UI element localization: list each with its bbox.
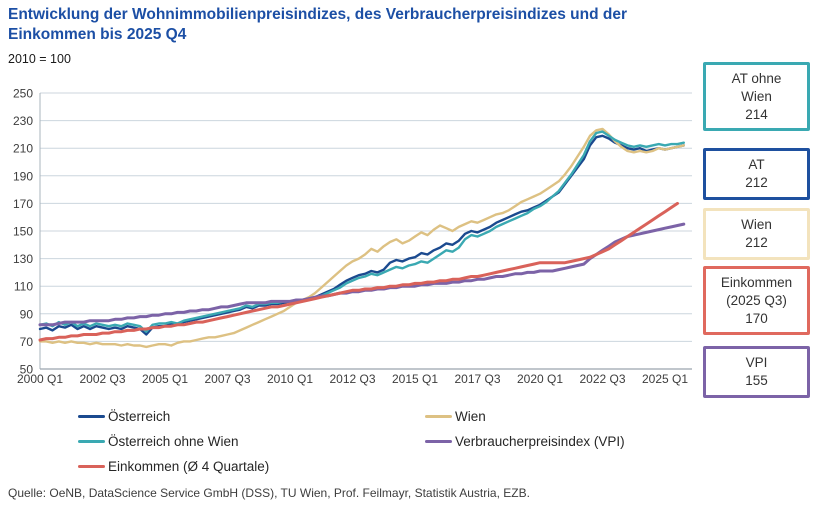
x-axis-tick-label: 2005 Q1 xyxy=(142,372,188,386)
chart-title: Entwicklung der Wohnimmobilienpreisindiz… xyxy=(8,5,798,45)
end-value-box-line: Einkommen xyxy=(720,275,793,290)
y-axis-tick-label: 250 xyxy=(13,87,33,101)
legend-item: Österreich xyxy=(78,408,170,424)
y-axis-tick-label: 210 xyxy=(13,142,33,156)
x-axis-tick-label: 2022 Q3 xyxy=(579,372,625,386)
end-value-box: Einkommen (2025 Q3) 170 xyxy=(703,266,810,336)
legend-label: Österreich ohne Wien xyxy=(108,433,239,449)
y-axis-tick-label: 190 xyxy=(13,169,33,183)
legend-item: Österreich ohne Wien xyxy=(78,433,239,449)
x-axis-tick-label: 2010 Q1 xyxy=(267,372,313,386)
chart-title-line1: Entwicklung der Wohnimmobilienpreisindiz… xyxy=(8,6,627,23)
y-axis-tick-label: 90 xyxy=(20,307,34,321)
end-value-box-line: 212 xyxy=(745,234,768,250)
end-value-box-line: VPI xyxy=(745,355,768,370)
series-line xyxy=(38,130,685,333)
y-axis-tick-label: 130 xyxy=(13,252,33,266)
end-value-box-line: AT xyxy=(748,157,765,172)
legend-label: Österreich xyxy=(108,408,171,424)
series-line xyxy=(38,134,685,336)
legend-swatch xyxy=(78,464,105,468)
index-base-note: 2010 = 100 xyxy=(8,52,71,66)
end-value-box-line: AT ohne xyxy=(731,71,782,86)
end-value-box-line: (2025 Q3) xyxy=(726,292,787,308)
end-value-box-line: 214 xyxy=(745,106,768,122)
legend-item: Wien xyxy=(425,408,486,424)
end-value-box-line: 155 xyxy=(745,372,768,388)
y-axis-tick-label: 50 xyxy=(20,363,34,377)
y-axis-tick-label: 150 xyxy=(13,225,33,239)
x-axis-tick-label: 2017 Q3 xyxy=(454,372,500,386)
x-axis-tick-label: 2012 Q3 xyxy=(329,372,375,386)
legend-swatch xyxy=(425,414,452,418)
end-value-box-line: Wien xyxy=(741,88,772,104)
legend-swatch xyxy=(425,439,452,443)
legend-label: Einkommen (Ø 4 Quartale) xyxy=(108,458,270,474)
y-axis-tick-label: 230 xyxy=(13,114,33,128)
series-line xyxy=(38,127,685,349)
legend-swatch xyxy=(78,414,105,418)
end-value-box-line: Wien xyxy=(741,217,772,232)
legend-item: Verbraucherpreisindex (VPI) xyxy=(425,433,625,449)
x-axis-tick-label: 2020 Q1 xyxy=(517,372,563,386)
x-axis-tick-label: 2015 Q1 xyxy=(392,372,438,386)
legend-swatch xyxy=(78,439,105,443)
x-axis-tick-label: 2002 Q3 xyxy=(79,372,125,386)
x-axis-tick-label: 2000 Q1 xyxy=(17,372,63,386)
end-value-box-line: 212 xyxy=(745,174,768,190)
y-axis-tick-label: 70 xyxy=(20,335,34,349)
x-axis-tick-label: 2007 Q3 xyxy=(204,372,250,386)
y-axis-tick-label: 110 xyxy=(14,280,33,294)
series-line xyxy=(38,201,679,342)
x-axis-tick-label: 2025 Q1 xyxy=(642,372,688,386)
legend-label: Verbraucherpreisindex (VPI) xyxy=(455,433,625,449)
end-value-box: AT 212 xyxy=(703,148,810,200)
y-axis-tick-label: 170 xyxy=(13,197,33,211)
chart-title-line2: Einkommen bis 2025 Q4 xyxy=(8,26,187,44)
end-value-box: AT ohne Wien 214 xyxy=(703,62,810,132)
end-value-box: VPI 155 xyxy=(703,346,810,398)
end-value-box: Wien 212 xyxy=(703,208,810,260)
legend-label: Wien xyxy=(455,408,486,424)
legend-item: Einkommen (Ø 4 Quartale) xyxy=(78,458,269,474)
end-value-box-line: 170 xyxy=(745,310,768,326)
source-note: Quelle: OeNB, DataScience Service GmbH (… xyxy=(8,486,530,500)
